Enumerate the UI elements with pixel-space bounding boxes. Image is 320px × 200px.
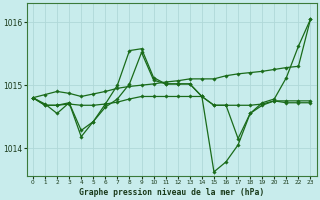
X-axis label: Graphe pression niveau de la mer (hPa): Graphe pression niveau de la mer (hPa) [79, 188, 264, 197]
